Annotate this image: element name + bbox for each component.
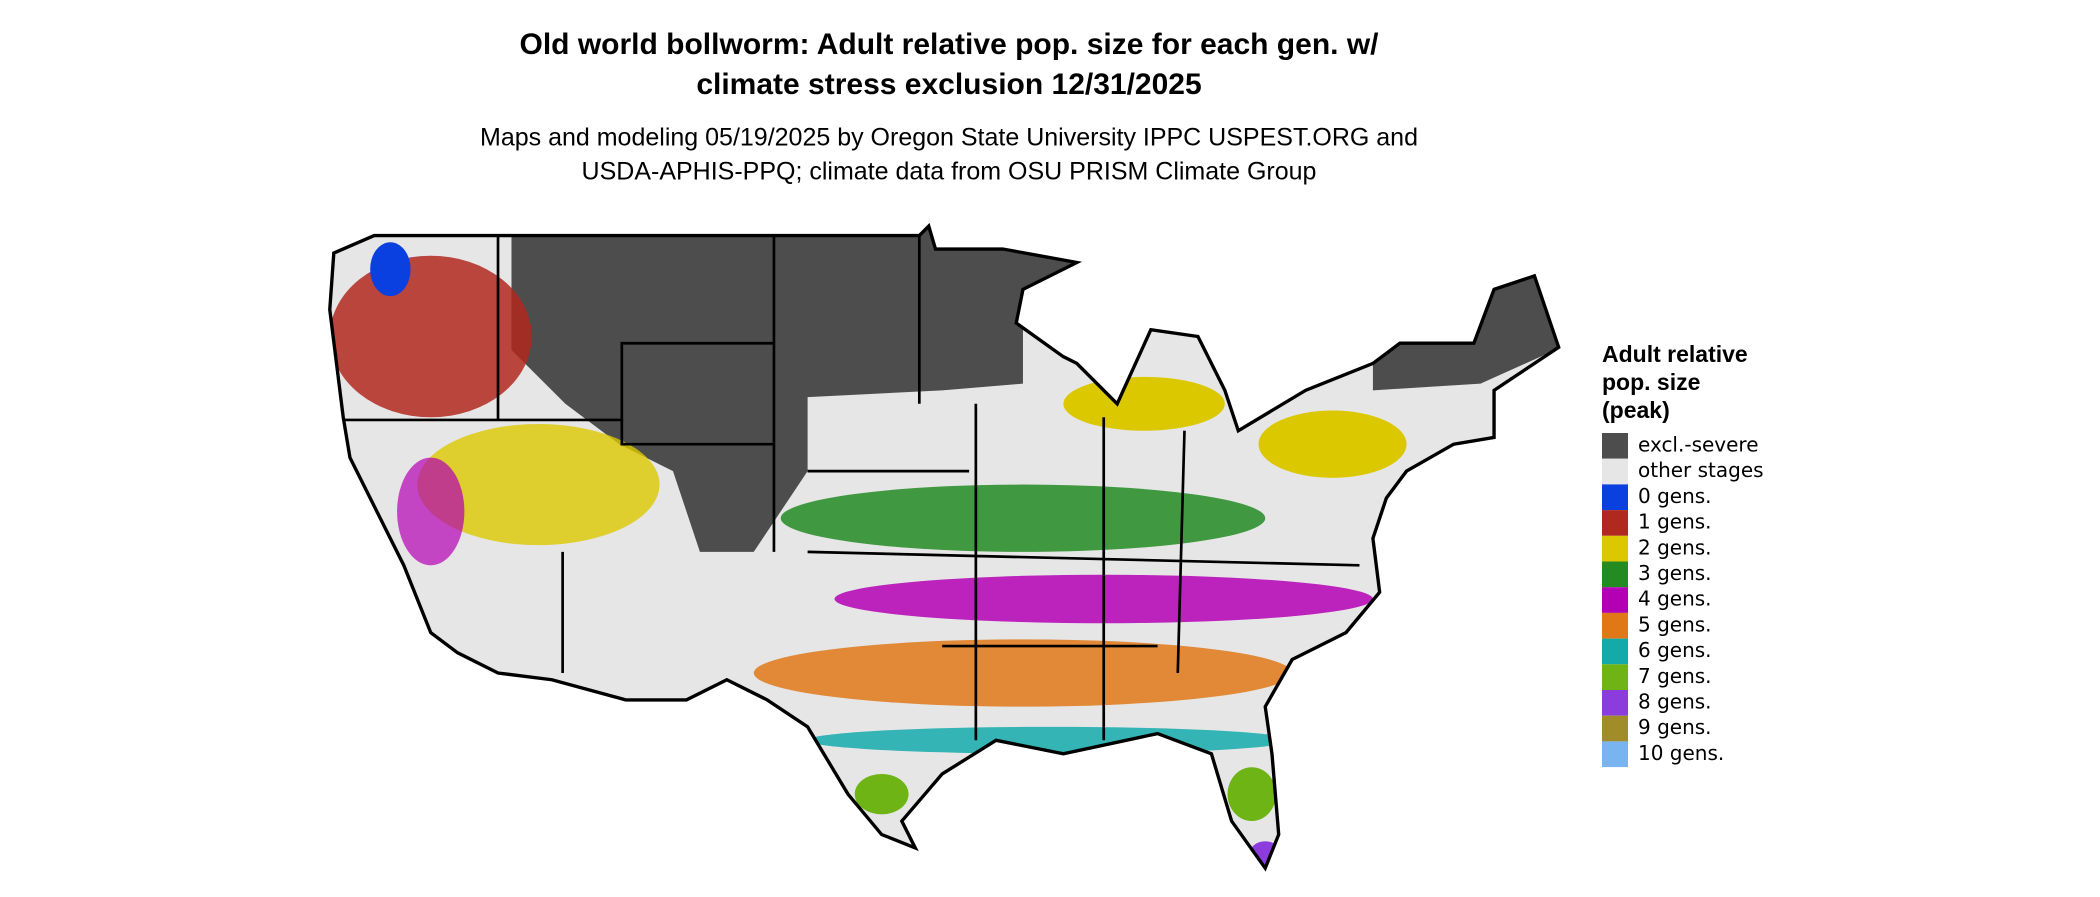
- legend-swatch: [1602, 433, 1628, 459]
- legend-swatch: [1602, 510, 1628, 536]
- legend-title: (peak): [1602, 397, 1670, 423]
- legend-label: 7 gens.: [1638, 664, 1712, 688]
- us-map: [328, 224, 1561, 870]
- legend-swatch: [1602, 690, 1628, 716]
- region-5gen: [753, 639, 1293, 707]
- legend-label: 1 gens.: [1638, 510, 1712, 534]
- title: climate stress exclusion 12/31/2025: [696, 68, 1201, 101]
- legend-swatch: [1602, 484, 1628, 511]
- legend-swatch: [1602, 741, 1628, 768]
- legend-label: 10 gens.: [1638, 741, 1724, 765]
- region-2gen: [1258, 410, 1407, 478]
- legend-label: 6 gens.: [1638, 638, 1712, 662]
- subtitle: USDA-APHIS-PPQ; climate data from OSU PR…: [582, 158, 1317, 186]
- legend-swatch: [1602, 715, 1628, 742]
- legend-swatch: [1602, 458, 1628, 485]
- legend-title: pop. size: [1602, 369, 1700, 395]
- state-borders: [343, 235, 1360, 741]
- excluded-region: [1372, 269, 1559, 391]
- legend-label: 2 gens.: [1638, 535, 1712, 559]
- legend-swatch: [1602, 561, 1628, 588]
- legend-title: Adult relative: [1602, 341, 1748, 367]
- legend-swatch: [1602, 612, 1628, 639]
- legend-label: 9 gens.: [1638, 715, 1712, 739]
- region-2gen: [1063, 376, 1225, 431]
- texts: Old world bollworm: Adult relative pop. …: [480, 28, 1764, 768]
- legend-label: 0 gens.: [1638, 484, 1712, 508]
- legend-label: excl.-severe: [1638, 433, 1759, 457]
- legend-swatch: [1602, 535, 1628, 562]
- region-7gen: [1227, 767, 1277, 822]
- region-1gen: [329, 255, 532, 418]
- region-7gen: [854, 773, 909, 815]
- legend-swatch: [1602, 664, 1628, 690]
- legend-label: 4 gens.: [1638, 587, 1712, 611]
- legend-swatch: [1602, 587, 1628, 613]
- region-4gen: [397, 457, 465, 566]
- legend-label: 8 gens.: [1638, 690, 1712, 714]
- legend-label: other stages: [1638, 458, 1764, 482]
- legend-swatch: [1602, 638, 1628, 665]
- subtitle: Maps and modeling 05/19/2025 by Oregon S…: [480, 124, 1418, 152]
- excluded-region: [511, 228, 1077, 552]
- title: Old world bollworm: Adult relative pop. …: [520, 28, 1380, 61]
- region-2gen: [417, 423, 660, 546]
- region-3gen: [780, 484, 1266, 552]
- legend-label: 3 gens.: [1638, 561, 1712, 585]
- legend-label: 5 gens.: [1638, 612, 1712, 636]
- region-0gen: [370, 242, 411, 297]
